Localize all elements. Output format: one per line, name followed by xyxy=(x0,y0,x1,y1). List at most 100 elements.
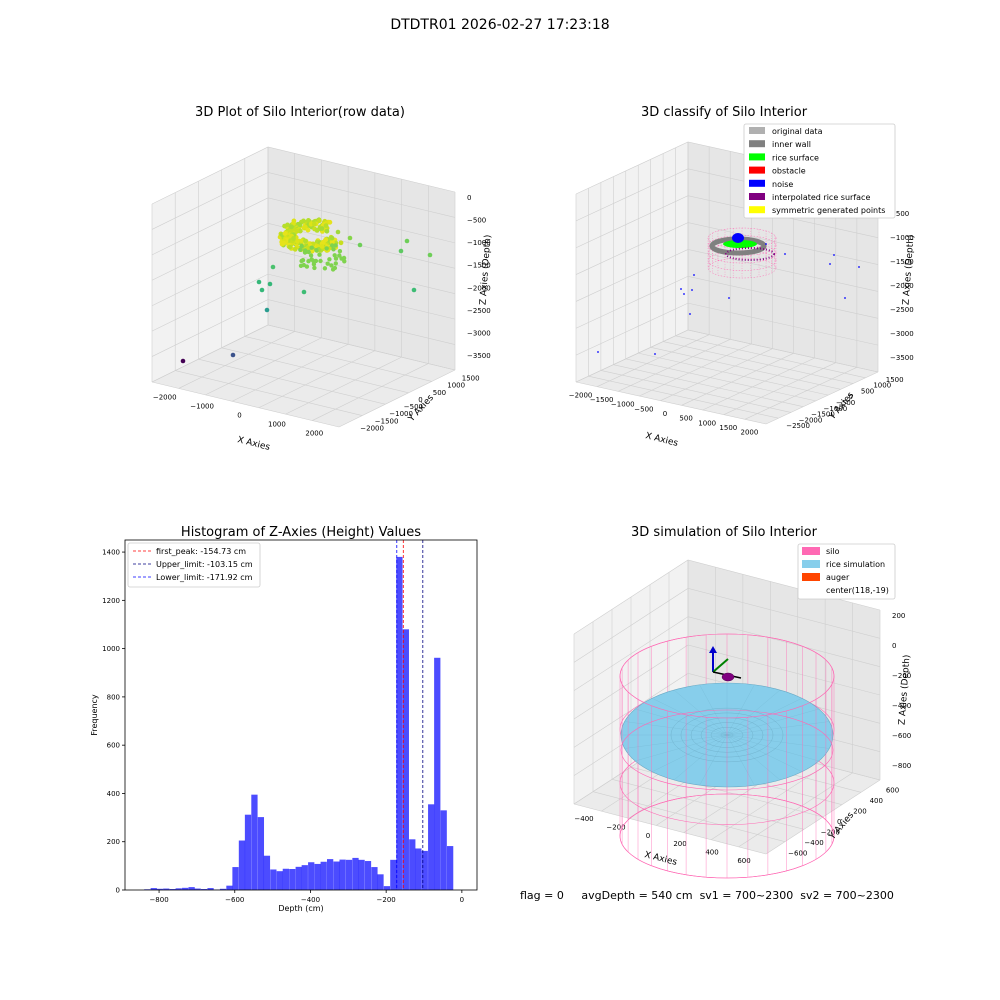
noise-cluster xyxy=(732,233,744,243)
y-tick-label: −500 xyxy=(836,399,855,407)
x-tick-label: −200 xyxy=(377,896,396,904)
histogram-bar xyxy=(270,869,277,890)
auger-marker-dot xyxy=(721,672,735,682)
cluster-point xyxy=(330,243,335,248)
floor-gridline xyxy=(588,375,779,419)
outlier-point xyxy=(301,289,307,295)
cluster-point xyxy=(323,237,329,243)
floor-gridline xyxy=(258,350,375,408)
y-tick-label: 200 xyxy=(107,838,120,846)
raw-z-axis-label: Z Axies (Depth) xyxy=(479,234,494,305)
x-tick-label: −600 xyxy=(225,896,244,904)
histogram-bar xyxy=(333,861,340,890)
z-tick-label: −400 xyxy=(892,702,911,710)
noise-point xyxy=(829,263,831,265)
wall-gridline xyxy=(575,275,879,329)
y-tick-label: −200 xyxy=(821,829,840,837)
noise-point xyxy=(683,293,685,295)
outlier-point xyxy=(230,352,236,358)
floor-pane xyxy=(152,325,455,427)
histogram-bar xyxy=(446,846,454,890)
outlier-point xyxy=(256,279,262,285)
legend-label: inner wall xyxy=(772,140,811,149)
cluster-point xyxy=(327,257,332,262)
cluster-point xyxy=(298,263,304,268)
silo-ring xyxy=(620,709,834,791)
silo-ring xyxy=(619,633,835,719)
x-tick-label: −400 xyxy=(574,815,593,823)
rice-mesh-spoke xyxy=(726,689,781,736)
x-pane xyxy=(152,147,268,382)
rice-mesh-spoke xyxy=(726,734,781,781)
histogram-bar xyxy=(327,859,334,890)
cluster-point xyxy=(311,221,317,227)
floor-gridline xyxy=(285,356,402,415)
legend-label: rice surface xyxy=(772,153,819,162)
histogram-x-axis-label: Depth (cm) xyxy=(278,904,323,913)
outlier-point xyxy=(427,252,433,258)
histogram-bar xyxy=(339,859,346,890)
cluster-point xyxy=(327,219,333,225)
cluster-point xyxy=(306,218,311,223)
cluster-point xyxy=(329,263,334,268)
cluster-point xyxy=(309,245,314,250)
sv2-value: sv2 = 700~2300 xyxy=(800,889,894,902)
cluster-point xyxy=(325,261,330,266)
cluster-point xyxy=(299,238,305,244)
x-tick-label: 1500 xyxy=(719,424,737,432)
cluster-point xyxy=(294,228,300,234)
floor-gridline xyxy=(151,381,340,428)
classify-legend: original data inner wall rice surface obsta… xyxy=(743,123,896,219)
x-tick-label: −400 xyxy=(301,896,320,904)
histogram-bar xyxy=(371,867,378,890)
floor-gridline xyxy=(663,341,854,384)
status-line: flag = 0 avgDepth = 540 cm sv1 = 700~230… xyxy=(520,889,894,902)
y-tick-label: 1400 xyxy=(102,549,120,557)
histogram-bar xyxy=(182,887,189,890)
wall-gridline xyxy=(151,248,456,306)
noise-point xyxy=(858,266,860,268)
histogram-bar xyxy=(352,857,359,890)
x-tick-label: 600 xyxy=(737,857,750,865)
x-tick-label: −1000 xyxy=(190,403,214,411)
y-tick-label: 600 xyxy=(886,786,899,794)
wall-gridline xyxy=(151,172,456,230)
outlier-point xyxy=(347,235,353,241)
cluster-point xyxy=(341,255,347,261)
histogram-bar xyxy=(364,861,372,890)
y-tick-label: −1500 xyxy=(375,417,399,425)
simulation-3d-plot: 3D simulation of Silo Interior −400 −200 0… xyxy=(573,525,912,879)
wall-gridline xyxy=(151,197,456,256)
x-tick-label: −1500 xyxy=(590,396,614,404)
rice-mesh-spoke xyxy=(635,708,728,736)
legend-label: first_peak: -154.73 cm xyxy=(156,547,246,556)
rice-mesh-spoke xyxy=(651,698,728,736)
floor-gridline xyxy=(723,362,836,415)
raw-data-3d-plot: 3D Plot of Silo Interior(row data) −2000… xyxy=(151,105,494,453)
rice-mesh-spoke xyxy=(726,684,755,736)
outlier-point xyxy=(180,358,186,364)
histogram-bar xyxy=(188,887,195,890)
cluster-point xyxy=(312,265,317,271)
cluster-point xyxy=(330,239,335,245)
z-tick-label: −3500 xyxy=(890,354,914,362)
silo-ring xyxy=(619,793,835,879)
y-tick-label: 1000 xyxy=(447,382,465,390)
cluster-point xyxy=(297,222,303,228)
cluster-point xyxy=(289,227,294,233)
floor-gridline xyxy=(675,335,866,379)
histogram-bar xyxy=(314,863,321,890)
histogram-legend: first_peak: -154.73 cm Upper_limit: -103.… xyxy=(127,542,261,588)
y-tick-label: −400 xyxy=(804,839,823,847)
x-tick-label: 0 xyxy=(460,896,464,904)
histogram-bar xyxy=(409,839,416,890)
floor-gridline xyxy=(573,803,767,855)
histogram-bar xyxy=(390,859,397,890)
z-tick-label: −600 xyxy=(892,732,911,740)
rice-mesh-spoke xyxy=(726,734,755,786)
y-tick-label: −1000 xyxy=(824,405,848,413)
cluster-point xyxy=(300,258,306,263)
histogram-bar xyxy=(244,814,252,890)
z-tick-label: −2500 xyxy=(890,306,914,314)
classified-3d-plot: 3D classify of Silo Interior −2000−1500−… xyxy=(569,105,917,449)
